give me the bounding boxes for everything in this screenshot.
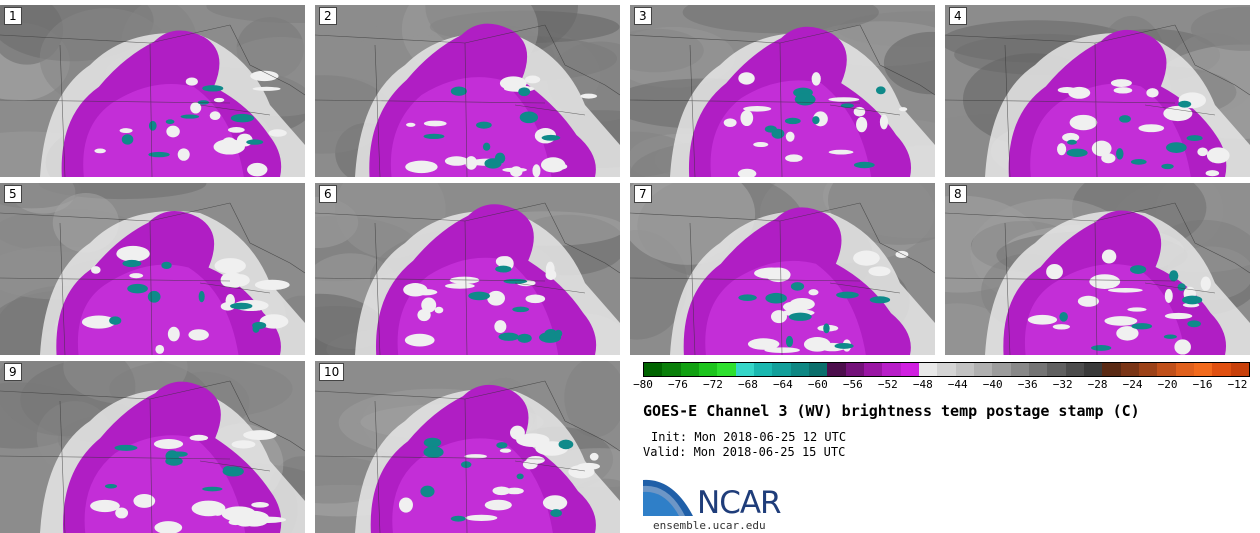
- colorbar-segment: [992, 363, 1011, 376]
- colorbar: [643, 362, 1250, 377]
- colorbar-segment: [644, 363, 663, 376]
- colorbar-segment: [900, 363, 919, 376]
- panel-8: 8: [945, 183, 1250, 355]
- water-vapor-map: [0, 5, 305, 177]
- colorbar-segment: [918, 363, 938, 376]
- colorbar-segment: [1028, 363, 1048, 376]
- panel-10: 10: [315, 361, 620, 533]
- colorbar-segment: [973, 363, 993, 376]
- colorbar-segment: [698, 363, 718, 376]
- colorbar-tick-label: −12: [1227, 378, 1248, 391]
- panel-number: 10: [319, 363, 345, 381]
- site-url: ensemble.ucar.edu: [653, 519, 766, 532]
- panel-number: 3: [634, 7, 652, 25]
- colorbar-segment: [772, 363, 791, 376]
- water-vapor-map: [945, 5, 1250, 177]
- colorbar-tick-label: −28: [1087, 378, 1108, 391]
- panel-number: 4: [949, 7, 967, 25]
- colorbar-segment: [717, 363, 736, 376]
- colorbar-segment: [937, 363, 956, 376]
- colorbar-segment: [790, 363, 809, 376]
- valid-time: Valid: Mon 2018-06-25 15 UTC: [643, 445, 846, 459]
- colorbar-segment: [827, 363, 846, 376]
- panel-7: 7: [630, 183, 935, 355]
- colorbar-segment: [680, 363, 699, 376]
- colorbar-tick-label: −44: [947, 378, 968, 391]
- panel-3: 3: [630, 5, 935, 177]
- colorbar-segment: [1193, 363, 1213, 376]
- colorbar-tick-label: −32: [1052, 378, 1073, 391]
- ncar-logo-text: NCAR: [697, 485, 782, 521]
- water-vapor-map: [0, 183, 305, 355]
- water-vapor-map: [0, 361, 305, 533]
- colorbar-segment: [1047, 363, 1066, 376]
- init-time: Init: Mon 2018-06-25 12 UTC: [651, 430, 847, 444]
- colorbar-segment: [1083, 363, 1103, 376]
- water-vapor-map: [630, 5, 935, 177]
- colorbar-tick-label: −76: [668, 378, 688, 391]
- panel-number: 8: [949, 185, 967, 203]
- ncar-logo-icon: [643, 479, 693, 516]
- colorbar-segment: [1010, 363, 1029, 376]
- colorbar-tick-label: −56: [842, 378, 863, 391]
- colorbar-segment: [735, 363, 754, 376]
- colorbar-tick-label: −24: [1122, 378, 1143, 391]
- colorbar-tick-label: −20: [1157, 378, 1178, 391]
- colorbar-tick-label: −72: [703, 378, 723, 391]
- colorbar-segment: [845, 363, 864, 376]
- panel-6: 6: [315, 183, 620, 355]
- colorbar-tick-label: −48: [912, 378, 933, 391]
- colorbar-segment: [1175, 363, 1194, 376]
- colorbar-tick-label: −80: [633, 378, 653, 391]
- colorbar-tick-label: −60: [807, 378, 828, 391]
- colorbar-segment: [1157, 363, 1176, 376]
- colorbar-segment: [863, 363, 883, 376]
- colorbar-tick-label: −36: [1017, 378, 1038, 391]
- colorbar-segment: [955, 363, 974, 376]
- colorbar-tick-label: −68: [737, 378, 758, 391]
- colorbar-tick-label: −64: [772, 378, 793, 391]
- colorbar-segment: [753, 363, 773, 376]
- panel-number: 1: [4, 7, 22, 25]
- colorbar-segment: [1102, 363, 1121, 376]
- panel-number: 7: [634, 185, 652, 203]
- figure-title: GOES-E Channel 3 (WV) brightness temp po…: [643, 402, 1140, 420]
- water-vapor-map: [315, 361, 620, 533]
- colorbar-tick-label: −40: [982, 378, 1003, 391]
- panel-2: 2: [315, 5, 620, 177]
- panel-number: 2: [319, 7, 337, 25]
- colorbar-ticks: −80 −76 −72 −68 −64 −60 −56 −52 −48 −44 −40 −36 −32 −…: [633, 378, 1248, 392]
- water-vapor-map: [945, 183, 1250, 355]
- colorbar-segment: [1212, 363, 1231, 376]
- water-vapor-map: [630, 183, 935, 355]
- colorbar-segment: [1065, 363, 1084, 376]
- panel-number: 9: [4, 363, 22, 381]
- panel-number: 5: [4, 185, 22, 203]
- panel-9: 9: [0, 361, 305, 533]
- water-vapor-map: [315, 183, 620, 355]
- panel-1: 1: [0, 5, 305, 177]
- colorbar-tick-label: −16: [1192, 378, 1213, 391]
- panel-4: 4: [945, 5, 1250, 177]
- colorbar-segment: [1138, 363, 1158, 376]
- panel-5: 5: [0, 183, 305, 355]
- colorbar-segment: [662, 363, 681, 376]
- colorbar-tick-label: −52: [877, 378, 898, 391]
- colorbar-segment: [1120, 363, 1139, 376]
- colorbar-segment: [808, 363, 828, 376]
- panel-number: 6: [319, 185, 337, 203]
- colorbar-segment: [1230, 363, 1249, 376]
- colorbar-segment: [882, 363, 901, 376]
- water-vapor-map: [315, 5, 620, 177]
